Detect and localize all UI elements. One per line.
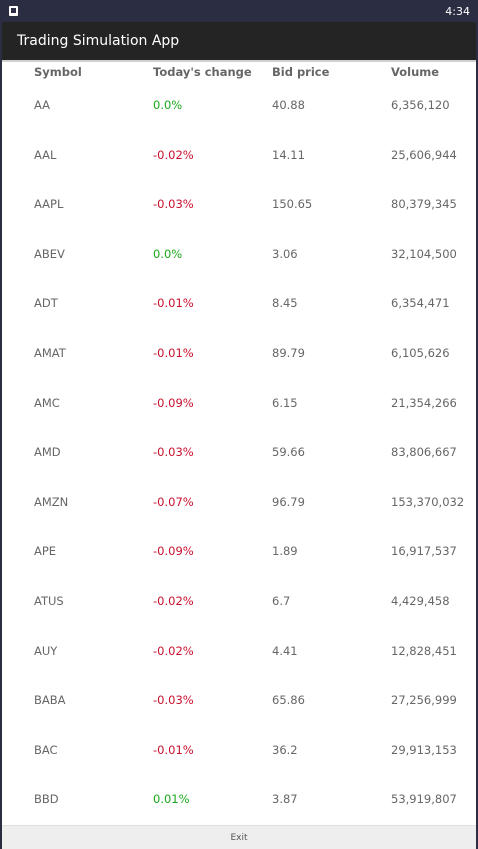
bid-price-cell: 6.7: [272, 594, 291, 608]
status-time: 4:34: [445, 5, 470, 18]
table-row[interactable]: AAPL -0.03% 150.65 80,379,345: [2, 183, 476, 233]
bid-price-cell: 6.15: [272, 395, 298, 410]
header-bid-price: Bid price: [272, 65, 330, 79]
symbol-cell: AMD: [34, 445, 61, 460]
symbol-cell: ABEV: [34, 246, 65, 261]
change-cell: -0.07%: [153, 494, 194, 509]
symbol-cell: AAL: [34, 147, 57, 162]
volume-cell: 4,429,458: [391, 594, 450, 608]
table-row[interactable]: BABA -0.03% 65.86 27,256,999: [2, 679, 476, 729]
app-title: Trading Simulation App: [17, 33, 180, 49]
change-cell: -0.03%: [153, 693, 194, 708]
change-cell: -0.09%: [153, 395, 194, 410]
app-window: Trading Simulation App Symbol Today's ch…: [2, 22, 476, 849]
symbol-cell: ADT: [34, 296, 58, 311]
change-cell: 0.0%: [153, 246, 183, 261]
symbol-cell: AUY: [34, 643, 58, 658]
volume-cell: 21,354,266: [391, 395, 457, 410]
status-bar: 4:34: [0, 0, 478, 22]
volume-cell: 80,379,345: [391, 197, 457, 212]
change-cell: -0.01%: [153, 296, 194, 311]
bid-price-cell: 150.65: [272, 197, 313, 212]
symbol-cell: AMAT: [34, 346, 66, 360]
table-row[interactable]: AMD -0.03% 59.66 83,806,667: [2, 431, 476, 481]
change-cell: -0.03%: [153, 445, 194, 460]
header-change: Today's change: [153, 65, 252, 79]
header-symbol: Symbol: [34, 65, 82, 79]
volume-cell: 12,828,451: [391, 643, 457, 658]
table-row[interactable]: AMC -0.09% 6.15 21,354,266: [2, 382, 476, 432]
change-cell: -0.02%: [153, 643, 194, 658]
table-row[interactable]: AMAT -0.01% 89.79 6,105,626: [2, 332, 476, 382]
change-cell: -0.02%: [153, 147, 194, 162]
change-cell: 0.0%: [153, 98, 183, 112]
change-cell: -0.03%: [153, 197, 194, 212]
volume-cell: 6,354,471: [391, 296, 450, 311]
symbol-cell: AAPL: [34, 197, 64, 212]
symbol-cell: AMZN: [34, 494, 69, 509]
table-row[interactable]: ABEV 0.0% 3.06 32,104,500: [2, 233, 476, 283]
symbol-cell: BABA: [34, 693, 66, 708]
symbol-cell: BBD: [34, 792, 59, 807]
change-cell: -0.09%: [153, 544, 194, 559]
table-row[interactable]: ATUS -0.02% 6.7 4,429,458: [2, 580, 476, 630]
header-volume: Volume: [391, 65, 440, 79]
table-row[interactable]: AMZN -0.07% 96.79 153,370,032: [2, 481, 476, 531]
bid-price-cell: 96.79: [272, 494, 305, 509]
bid-price-cell: 3.87: [272, 792, 298, 807]
footer-bar: Exit: [2, 825, 476, 849]
volume-cell: 29,913,153: [391, 742, 457, 757]
volume-cell: 25,606,944: [391, 147, 457, 162]
bid-price-cell: 14.11: [272, 147, 305, 162]
bid-price-cell: 3.06: [272, 246, 298, 261]
change-cell: -0.01%: [153, 346, 194, 360]
bid-price-cell: 4.41: [272, 643, 298, 658]
table-row[interactable]: BAC -0.01% 36.2 29,913,153: [2, 729, 476, 779]
table-row[interactable]: BBD 0.01% 3.87 53,919,807: [2, 778, 476, 828]
table-header: Symbol Today's change Bid price Volume: [2, 62, 476, 84]
table-row[interactable]: AUY -0.02% 4.41 12,828,451: [2, 630, 476, 680]
symbol-cell: BAC: [34, 742, 58, 757]
volume-cell: 16,917,537: [391, 544, 457, 559]
change-cell: -0.01%: [153, 742, 194, 757]
exit-button[interactable]: Exit: [230, 833, 248, 843]
table-row[interactable]: AAL -0.02% 14.11 25,606,944: [2, 134, 476, 184]
app-bar: Trading Simulation App: [2, 22, 476, 62]
bid-price-cell: 89.79: [272, 346, 305, 360]
symbol-cell: AA: [34, 98, 51, 112]
volume-cell: 32,104,500: [391, 246, 457, 261]
bid-price-cell: 40.88: [272, 98, 305, 112]
table-row[interactable]: ADT -0.01% 8.45 6,354,471: [2, 282, 476, 332]
volume-cell: 53,919,807: [391, 792, 457, 807]
volume-cell: 27,256,999: [391, 693, 457, 708]
bid-price-cell: 65.86: [272, 693, 305, 708]
change-cell: 0.01%: [153, 792, 190, 807]
table-row[interactable]: AA 0.0% 40.88 6,356,120: [2, 84, 476, 134]
volume-cell: 6,105,626: [391, 346, 450, 360]
symbol-cell: APE: [34, 544, 57, 559]
notification-icon: [9, 6, 18, 16]
bid-price-cell: 8.45: [272, 296, 298, 311]
bid-price-cell: 1.89: [272, 544, 298, 559]
symbol-cell: ATUS: [34, 594, 64, 608]
table-row[interactable]: APE -0.09% 1.89 16,917,537: [2, 530, 476, 580]
volume-cell: 153,370,032: [391, 494, 465, 509]
volume-cell: 83,806,667: [391, 445, 457, 460]
symbol-cell: AMC: [34, 395, 60, 410]
change-cell: -0.02%: [153, 594, 194, 608]
volume-cell: 6,356,120: [391, 98, 450, 112]
bid-price-cell: 59.66: [272, 445, 305, 460]
bid-price-cell: 36.2: [272, 742, 298, 757]
